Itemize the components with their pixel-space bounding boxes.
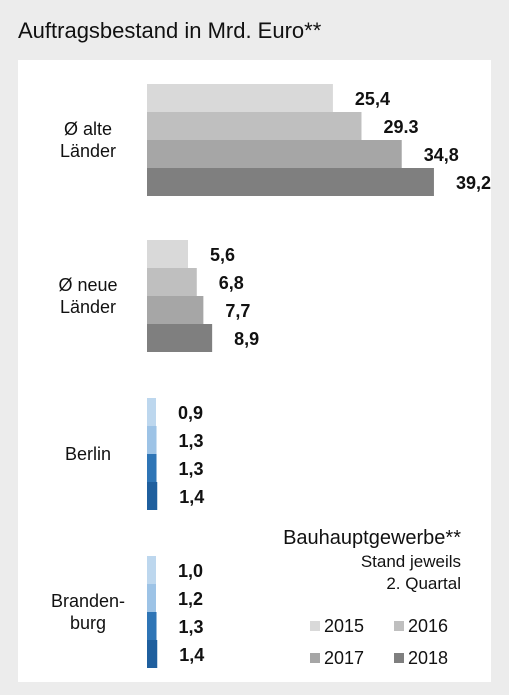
bar [147, 426, 157, 454]
group-label: Ø alte [64, 119, 112, 139]
data-label: 25,4 [355, 89, 390, 109]
legend-swatch [310, 621, 320, 631]
data-label: 29.3 [383, 117, 418, 137]
legend-label: 2016 [408, 615, 449, 636]
data-label: 1,3 [179, 431, 204, 451]
note-main: Bauhauptgewerbe** [283, 527, 461, 549]
data-label: 8,9 [234, 329, 259, 349]
bar [147, 482, 158, 510]
legend-label: 2015 [324, 615, 365, 636]
data-label: 34,8 [424, 145, 459, 165]
group-label: Länder [60, 141, 116, 161]
data-label: 1,3 [179, 617, 204, 637]
data-label: 7,7 [225, 301, 250, 321]
legend-item: 2015 [310, 614, 394, 638]
group-label: Ø neue [58, 275, 117, 295]
legend-item: 2017 [310, 646, 394, 670]
bar [147, 584, 156, 612]
legend-swatch [310, 653, 320, 663]
bar [147, 268, 197, 296]
group-label: Länder [60, 297, 116, 317]
data-label: 6,8 [219, 273, 244, 293]
bar [147, 296, 204, 324]
note-subtitle-line-1: Stand jeweils [360, 552, 461, 571]
note-subtitle-line-2: 2. Quartal [386, 574, 461, 593]
bar [147, 640, 158, 668]
bar [147, 454, 157, 482]
bar-chart: 25,429.334,839,2Ø alteLänder5,66,87,78,9… [51, 84, 491, 668]
group-label: Berlin [65, 444, 111, 464]
bar [147, 112, 362, 140]
group-label: Branden- [51, 591, 125, 611]
data-label: 39,2 [456, 173, 491, 193]
chart-title: Auftragsbestand in Mrd. Euro** [18, 18, 322, 43]
data-label: 1,0 [178, 561, 203, 581]
data-label: 5,6 [210, 245, 235, 265]
bar [147, 168, 434, 196]
bar [147, 556, 156, 584]
data-label: 1,4 [179, 645, 204, 665]
bar [147, 84, 333, 112]
legend-item: 2016 [394, 614, 478, 638]
bar [147, 398, 156, 426]
legend-label: 2017 [324, 647, 365, 668]
data-label: 1,3 [179, 459, 204, 479]
data-label: 0,9 [178, 403, 203, 423]
chart-notes: Bauhauptgewerbe** Stand jeweils 2. Quart… [283, 525, 461, 595]
legend-item: 2018 [394, 646, 478, 670]
legend-swatch [394, 653, 404, 663]
bar [147, 140, 402, 168]
chart-panel: 25,4 29.3 34,8 39,2 Ø alte Länder 5,6 6,8 7,7 8,9… [18, 60, 491, 682]
legend-swatch [394, 621, 404, 631]
data-label: 1,4 [179, 487, 204, 507]
bar [147, 612, 157, 640]
bar [147, 240, 188, 268]
data-label: 1,2 [178, 589, 203, 609]
legend-label: 2018 [408, 647, 449, 668]
bar [147, 324, 213, 352]
legend: 2015 2016 2017 2018 [310, 614, 478, 670]
group-label: burg [70, 613, 106, 633]
